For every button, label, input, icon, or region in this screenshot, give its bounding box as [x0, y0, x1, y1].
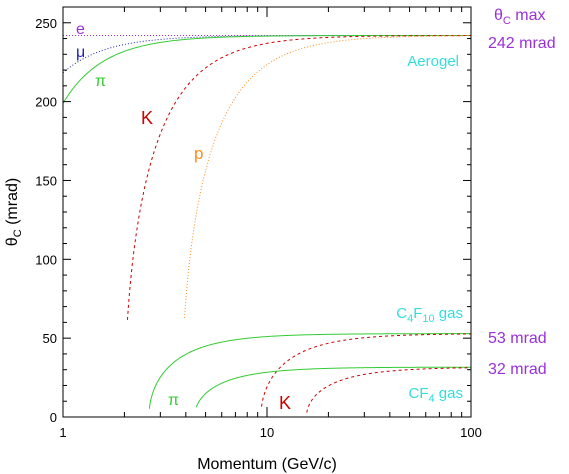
cf4-cf: CF: [409, 385, 429, 402]
max-header-theta: θ: [494, 7, 503, 24]
cf4-gas: gas: [435, 385, 463, 402]
curves-layer: [62, 34, 472, 413]
max-angle-c4f10: 53 mrad: [488, 330, 547, 347]
curve-0-π: [62, 34, 471, 104]
x-axis-title: Momentum (GeV/c): [197, 456, 337, 473]
y-tick-label: 250: [35, 16, 57, 31]
radiator-label-cf4: CF4 gas: [409, 385, 463, 405]
c4f10-sub4: 4: [407, 313, 413, 325]
y-axis-title: θC (mrad): [4, 178, 24, 246]
annotation-pi-aerogel: π: [95, 73, 106, 90]
y-axis-unit: (mrad): [4, 178, 21, 230]
curve-0-K: [126, 35, 471, 320]
max-header-sub: C: [503, 15, 511, 27]
annotation-mu: μ: [76, 44, 85, 61]
y-tick-label: 50: [43, 331, 57, 346]
x-tick-label: 100: [460, 425, 482, 440]
y-tick-label: 150: [35, 173, 57, 188]
cf4-sub4: 4: [429, 393, 435, 405]
annotation-e: e: [76, 21, 85, 38]
max-header-suffix: max: [511, 7, 546, 24]
curve-0-p: [183, 35, 472, 318]
c4f10-gas: gas: [435, 305, 463, 322]
max-angle-aerogel: 242 mrad: [488, 35, 556, 52]
y-axis-theta: θ: [4, 237, 21, 246]
y-tick-label: 200: [35, 95, 57, 110]
ticks-layer: 0 50 100 150 200 250 1 10 100: [35, 6, 482, 440]
curve-0-μ: [62, 34, 471, 74]
x-tick-label: 10: [260, 425, 274, 440]
x-tick-label: 1: [59, 425, 66, 440]
y-tick-label: 0: [50, 410, 57, 425]
max-angle-header: θC max: [494, 7, 546, 27]
c4f10-f: F: [413, 305, 422, 322]
c4f10-c: C: [396, 305, 407, 322]
annotation-k-aerogel: K: [141, 108, 153, 128]
radiator-label-c4f10: C4F10 gas: [396, 305, 463, 325]
curve-1-π: [148, 333, 472, 409]
curve-2-π: [195, 366, 471, 408]
max-angle-cf4: 32 mrad: [488, 361, 547, 378]
annotation-pi-gas: π: [168, 392, 179, 409]
curve-2-K: [306, 367, 471, 413]
y-axis-sub: C: [12, 229, 24, 237]
c4f10-sub10: 10: [422, 313, 434, 325]
annotation-k-gas: K: [279, 393, 291, 413]
radiator-label-aerogel: Aerogel: [407, 53, 459, 70]
annotation-p-aerogel: p: [194, 144, 203, 163]
y-tick-label: 100: [35, 252, 57, 267]
